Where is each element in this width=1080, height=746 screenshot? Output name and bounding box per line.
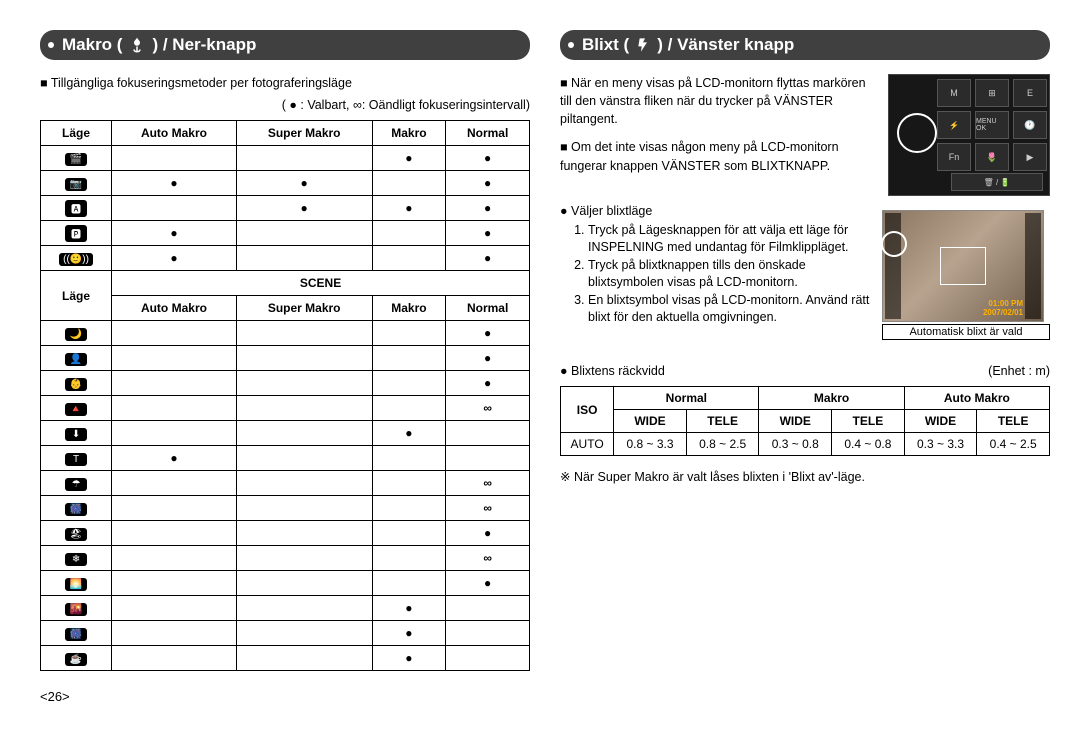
left-column: Makro ( ) / Ner-knapp Tillgängliga fokus… [40, 30, 530, 704]
lcd-caption: Automatisk blixt är vald [882, 324, 1050, 340]
dpad-timer-icon: 🕐 [1013, 111, 1047, 139]
steps-list: Tryck på Lägesknappen för att välja ett … [574, 222, 872, 325]
dpad-grid-icon: ⊞ [975, 79, 1009, 107]
lcd-flash-circle [881, 231, 907, 257]
range-table: ISO Normal Makro Auto Makro WIDETELEWIDE… [560, 386, 1050, 456]
unit-label: (Enhet : m) [988, 362, 1050, 380]
lcd-illustration: 01:00 PM 2007/02/01 [882, 210, 1044, 322]
right-header: Blixt ( ) / Vänster knapp [560, 30, 1050, 60]
step-3: En blixtsymbol visas på LCD-monitorn. An… [588, 292, 872, 326]
footnote: ※ När Super Makro är valt låses blixten … [560, 468, 1050, 486]
step-2: Tryck på blixtknappen tills den önskade … [588, 257, 872, 291]
range-label: Blixtens räckvidd [560, 362, 665, 380]
dpad-e: E [1013, 79, 1047, 107]
dpad-m: M [937, 79, 971, 107]
flash-button[interactable]: ⚡ [937, 111, 971, 139]
left-intro: Tillgängliga fokuseringsmetoder per foto… [40, 74, 530, 92]
select-flash-heading: Väljer blixtläge [560, 202, 872, 220]
macro-icon [128, 36, 146, 54]
range-g1: Makro [759, 387, 904, 410]
dpad-fn: Fn [937, 143, 971, 171]
range-iso-head: ISO [561, 387, 614, 433]
right-column: Blixt ( ) / Vänster knapp När en meny vi… [560, 30, 1050, 704]
lcd-date: 2007/02/01 [983, 308, 1023, 317]
left-legend: ( ● : Valbart, ∞: Oändligt fokuseringsin… [40, 96, 530, 114]
dpad-menu-ok: MENU OK [975, 111, 1009, 139]
left-header-post: ) / Ner-knapp [152, 35, 256, 55]
flash-icon [635, 36, 651, 54]
dpad-illustration: M ⊞ E ⚡ MENU OK 🕐 Fn 🌷 ▶ 🗑 / 🔋 [888, 74, 1050, 196]
left-header: Makro ( ) / Ner-knapp [40, 30, 530, 60]
flash-highlight-circle [897, 113, 937, 153]
dpad-play-icon: ▶ [1013, 143, 1047, 171]
right-para2: Om det inte visas någon meny på LCD-moni… [560, 138, 878, 174]
range-g0: Normal [614, 387, 759, 410]
focus-table: LägeAuto MakroSuper MakroMakroNormal🎬●●📷… [40, 120, 530, 671]
dpad-macro-icon: 🌷 [975, 143, 1009, 171]
page-number: <26> [40, 689, 530, 704]
lcd-group: 01:00 PM 2007/02/01 Automatisk blixt är … [882, 202, 1050, 340]
right-para1: När en meny visas på LCD-monitorn flytta… [560, 74, 878, 128]
left-header-pre: Makro ( [62, 35, 122, 55]
range-g2: Auto Makro [904, 387, 1049, 410]
dpad-bottom-icons: 🗑 / 🔋 [951, 173, 1043, 191]
right-header-post: ) / Vänster knapp [657, 35, 794, 55]
lcd-time: 01:00 PM [983, 299, 1023, 308]
right-header-pre: Blixt ( [582, 35, 629, 55]
step-1: Tryck på Lägesknappen för att välja ett … [588, 222, 872, 256]
